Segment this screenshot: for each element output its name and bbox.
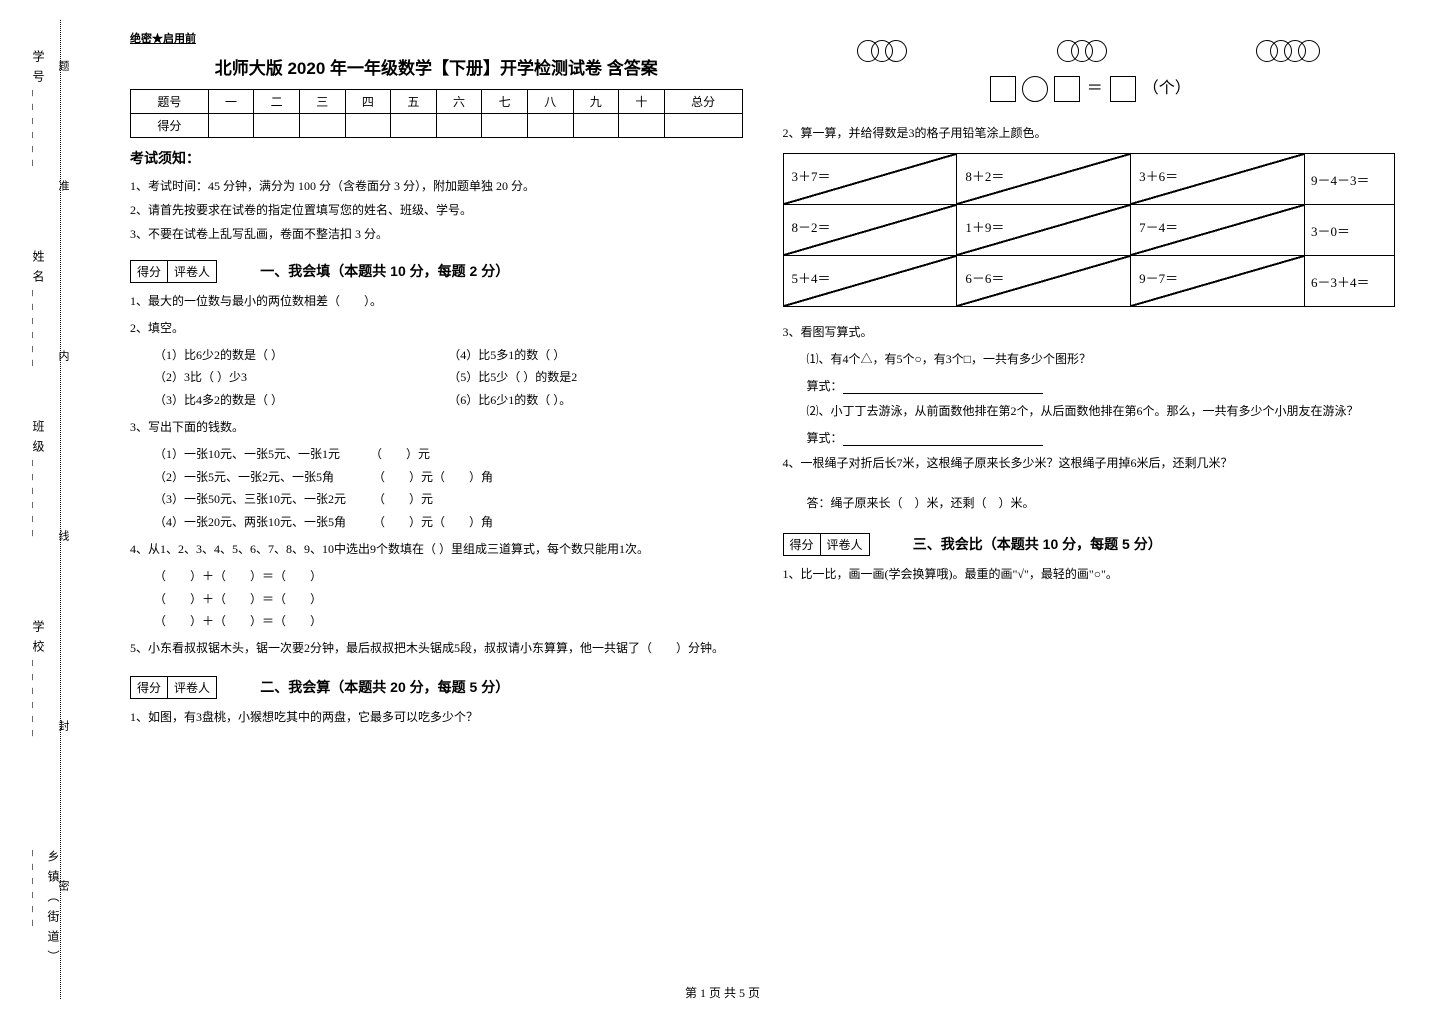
- th: 题号: [131, 90, 209, 114]
- th: 三: [299, 90, 345, 114]
- formula-line: 算式：: [807, 377, 1396, 394]
- q1-3-items: （1）一张10元、一张5元、一张1元 （ ）元 （2）一张5元、一张2元、一张5…: [130, 443, 743, 534]
- q1-5: 5、小东看叔叔锯木头，锯一次要2分钟，最后叔叔把木头锯成5段，叔叔请小东算算，他…: [130, 637, 743, 660]
- section-1-title: 一、我会填（本题共 10 分，每题 2 分）: [260, 261, 509, 281]
- q1-2-items: （1）比6少2的数是（ ）（4）比5多1的数（ ） （2）3比（ ）少3（5）比…: [130, 344, 743, 412]
- q2-2: 2、算一算，并给得数是3的格子用铅笔涂上颜色。: [783, 122, 1396, 145]
- th: 九: [573, 90, 619, 114]
- q1-3: 3、写出下面的钱数。: [130, 416, 743, 439]
- dotted-line: [60, 20, 61, 999]
- section-3-title: 三、我会比（本题共 10 分，每题 5 分）: [913, 534, 1162, 554]
- q1-4-eq: （ ）＋（ ）＝（ ） （ ）＋（ ）＝（ ） （ ）＋（ ）＝（ ）: [130, 565, 743, 633]
- th: 七: [482, 90, 528, 114]
- peach-plates: [783, 40, 1396, 62]
- score-grader-box: 得分评卷人: [783, 533, 870, 556]
- notice-title: 考试须知：: [130, 148, 743, 168]
- binding-margin: 乡镇（街道）______ 学校______ 班级______ 姓名______ …: [0, 0, 100, 1019]
- formula-line: 算式：: [807, 429, 1396, 446]
- q2-3-2: ⑵、小丁丁去游泳，从前面数他排在第2个，从后面数他排在第6个。那么，一共有多少个…: [783, 400, 1396, 423]
- grader-label: 评卷人: [168, 261, 216, 282]
- q2-3-1: ⑴、有4个△，有5个○，有3个□，一共有多少个图形？: [783, 348, 1396, 371]
- page-footer: 第 1 页 共 5 页: [0, 984, 1445, 1001]
- q2-4: 4、一根绳子对折后长7米，这根绳子原来长多少米？这根绳子用掉6米后，还剩几米？: [783, 452, 1396, 475]
- q2-4-ans: 答：绳子原来长（ ）米，还剩（ ）米。: [783, 492, 1396, 515]
- notice-item: 1、考试时间：45 分钟，满分为 100 分（含卷面分 3 分），附加题单独 2…: [130, 174, 743, 198]
- section-2-title: 二、我会算（本题共 20 分，每题 5 分）: [260, 677, 509, 697]
- th: 四: [345, 90, 391, 114]
- q2-3: 3、看图写算式。: [783, 321, 1396, 344]
- score-label: 得分: [784, 534, 821, 555]
- notice-list: 1、考试时间：45 分钟，满分为 100 分（含卷面分 3 分），附加题单独 2…: [130, 174, 743, 246]
- notice-item: 2、请首先按要求在试卷的指定位置填写您的姓名、班级、学号。: [130, 198, 743, 222]
- th: 总分: [664, 90, 742, 114]
- dot-label: 题: [55, 60, 71, 71]
- q1-4: 4、从1、2、3、4、5、6、7、8、9、10中选出9个数填在（ ）里组成三道算…: [130, 538, 743, 561]
- q3-1: 1、比一比，画一画(学会换算哦)。最重的画"√"，最轻的画"○"。: [783, 563, 1396, 586]
- q2-1: 1、如图，有3盘桃，小猴想吃其中的两盘，它最多可以吃多少个？: [130, 706, 743, 729]
- score-label: 得分: [131, 261, 168, 282]
- q1-2: 2、填空。: [130, 317, 743, 340]
- th: 五: [391, 90, 437, 114]
- binding-label: 学校______: [30, 620, 47, 744]
- score-table: 题号 一 二 三 四 五 六 七 八 九 十 总分 得分: [130, 89, 743, 138]
- binding-label: 学号______: [30, 50, 47, 174]
- equation-boxes: ＝ （个）: [783, 74, 1396, 102]
- score-grader-box: 得分评卷人: [130, 676, 217, 699]
- th: 二: [254, 90, 300, 114]
- binding-label: 姓名______: [30, 250, 47, 374]
- q1-1: 1、最大的一位数与最小的两位数相差（ ）。: [130, 290, 743, 313]
- dot-label: 线: [55, 530, 71, 541]
- th: 一: [208, 90, 254, 114]
- th: 六: [436, 90, 482, 114]
- th: 十: [619, 90, 665, 114]
- grader-label: 评卷人: [821, 534, 869, 555]
- score-label: 得分: [131, 677, 168, 698]
- exam-title: 北师大版 2020 年一年级数学【下册】开学检测试卷 含答案: [130, 54, 743, 79]
- dot-label: 密: [55, 880, 71, 891]
- score-grader-box: 得分评卷人: [130, 260, 217, 283]
- binding-label: 班级______: [30, 420, 47, 544]
- td: 得分: [131, 114, 209, 138]
- dot-label: 封: [55, 720, 71, 731]
- dot-label: 准: [55, 180, 71, 191]
- secret-label: 绝密★启用前: [130, 30, 743, 46]
- notice-item: 3、不要在试卷上乱写乱画，卷面不整洁扣 3 分。: [130, 222, 743, 246]
- th: 八: [527, 90, 573, 114]
- grader-label: 评卷人: [168, 677, 216, 698]
- dot-label: 内: [55, 350, 71, 361]
- calc-grid: 3＋7＝ 8＋2＝ 3＋6＝ 8－2＝ 1＋9＝ 7－4＝ 5＋4＝ 6－6＝ …: [783, 153, 1396, 307]
